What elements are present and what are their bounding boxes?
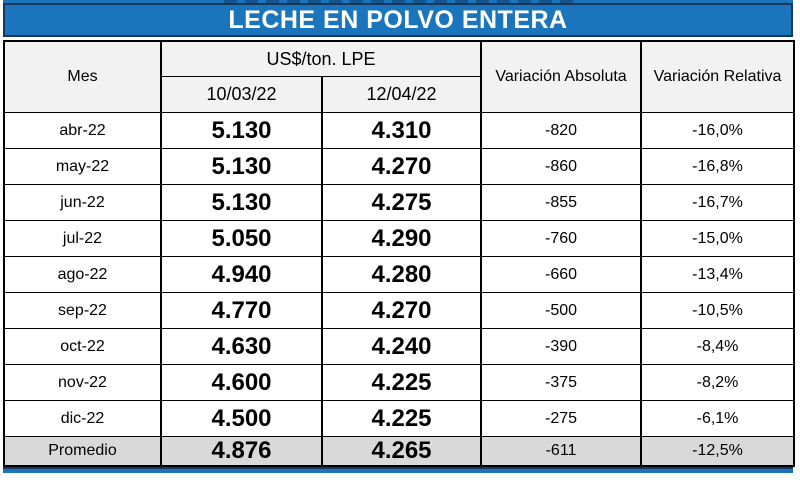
mes-cell: may-22 [3,148,162,185]
var-rel-cell: -10,5% [640,292,796,329]
var-abs-cell: -760 [480,220,643,257]
summary-row: Promedio 4.876 4.265 -611 -12,5% [3,436,796,467]
summary-price-cell-1: 4.876 [160,436,323,467]
mes-cell: dic-22 [3,400,162,437]
page-title: LECHE EN POLVO ENTERA [228,5,568,34]
col-header-mes: Mes [3,40,162,113]
mes-cell: jul-22 [3,220,162,257]
var-abs-cell: -860 [480,148,643,185]
summary-var-abs-cell: -611 [480,436,643,467]
mes-cell: sep-22 [3,292,162,329]
price-cell-2: 4.270 [320,148,483,185]
price-cell-2: 4.275 [320,184,483,221]
price-cell-1: 5.050 [160,220,323,257]
table-row: jun-22 5.130 4.275 -855 -16,7% [3,184,796,221]
title-bar: LECHE EN POLVO ENTERA [3,3,793,37]
col-header-variacion-relativa: Variación Relativa [640,40,796,113]
price-cell-1: 5.130 [160,148,323,185]
cropped-text-remnant [3,0,793,3]
price-cell-1: 4.630 [160,328,323,365]
table-row: nov-22 4.600 4.225 -375 -8,2% [3,364,796,401]
price-cell-2: 4.310 [320,112,483,149]
col-header-date-2: 12/04/22 [320,76,483,113]
col-header-variacion-absoluta: Variación Absoluta [480,40,643,113]
price-table: Mes US$/ton. LPE Variación Absoluta Vari… [3,40,796,467]
mes-cell: abr-22 [3,112,162,149]
price-cell-1: 4.600 [160,364,323,401]
table-row: oct-22 4.630 4.240 -390 -8,4% [3,328,796,365]
var-rel-cell: -16,8% [640,148,796,185]
var-rel-cell: -15,0% [640,220,796,257]
var-abs-cell: -855 [480,184,643,221]
table-row: abr-22 5.130 4.310 -820 -16,0% [3,112,796,149]
cropped-text-remnant-marks [224,0,580,3]
price-cell-2: 4.225 [320,400,483,437]
var-abs-cell: -500 [480,292,643,329]
summary-var-rel-cell: -12,5% [640,436,796,467]
var-abs-cell: -390 [480,328,643,365]
summary-label: Promedio [3,436,162,467]
header-row-2: 10/03/22 12/04/22 [4,76,794,113]
price-cell-1: 4.770 [160,292,323,329]
var-abs-cell: -375 [480,364,643,401]
table-row: ago-22 4.940 4.280 -660 -13,4% [3,256,796,293]
price-cell-2: 4.290 [320,220,483,257]
price-cell-1: 4.500 [160,400,323,437]
price-cell-1: 5.130 [160,184,323,221]
mes-cell: nov-22 [3,364,162,401]
table-row: jul-22 5.050 4.290 -760 -15,0% [3,220,796,257]
next-section-bar-cropped [3,467,793,473]
summary-price-cell-2: 4.265 [320,436,483,467]
var-abs-cell: -820 [480,112,643,149]
price-cell-2: 4.280 [320,256,483,293]
var-rel-cell: -13,4% [640,256,796,293]
col-group-header-usd-ton: US$/ton. LPE [159,40,483,77]
price-cell-2: 4.240 [320,328,483,365]
mes-cell: jun-22 [3,184,162,221]
price-cell-1: 4.940 [160,256,323,293]
var-rel-cell: -16,7% [640,184,796,221]
var-rel-cell: -6,1% [640,400,796,437]
var-rel-cell: -16,0% [640,112,796,149]
table-body: abr-22 5.130 4.310 -820 -16,0% may-22 5.130 4.2… [3,112,796,437]
mes-cell: ago-22 [3,256,162,293]
price-cell-2: 4.225 [320,364,483,401]
report-sheet: LECHE EN POLVO ENTERA Mes US$/ton. LPE V… [3,0,796,473]
col-header-date-1: 10/03/22 [160,76,323,113]
table-footer: Promedio 4.876 4.265 -611 -12,5% [3,436,796,467]
title-table-gap [3,37,793,40]
header-row-1: Mes US$/ton. LPE Variación Absoluta Vari… [3,40,796,113]
table-header: Mes US$/ton. LPE Variación Absoluta Vari… [3,40,796,113]
price-cell-2: 4.270 [320,292,483,329]
var-abs-cell: -275 [480,400,643,437]
var-rel-cell: -8,2% [640,364,796,401]
mes-cell: oct-22 [3,328,162,365]
var-abs-cell: -660 [480,256,643,293]
table-row: sep-22 4.770 4.270 -500 -10,5% [3,292,796,329]
table-row: may-22 5.130 4.270 -860 -16,8% [3,148,796,185]
price-cell-1: 5.130 [160,112,323,149]
var-rel-cell: -8,4% [640,328,796,365]
table-row: dic-22 4.500 4.225 -275 -6,1% [3,400,796,437]
